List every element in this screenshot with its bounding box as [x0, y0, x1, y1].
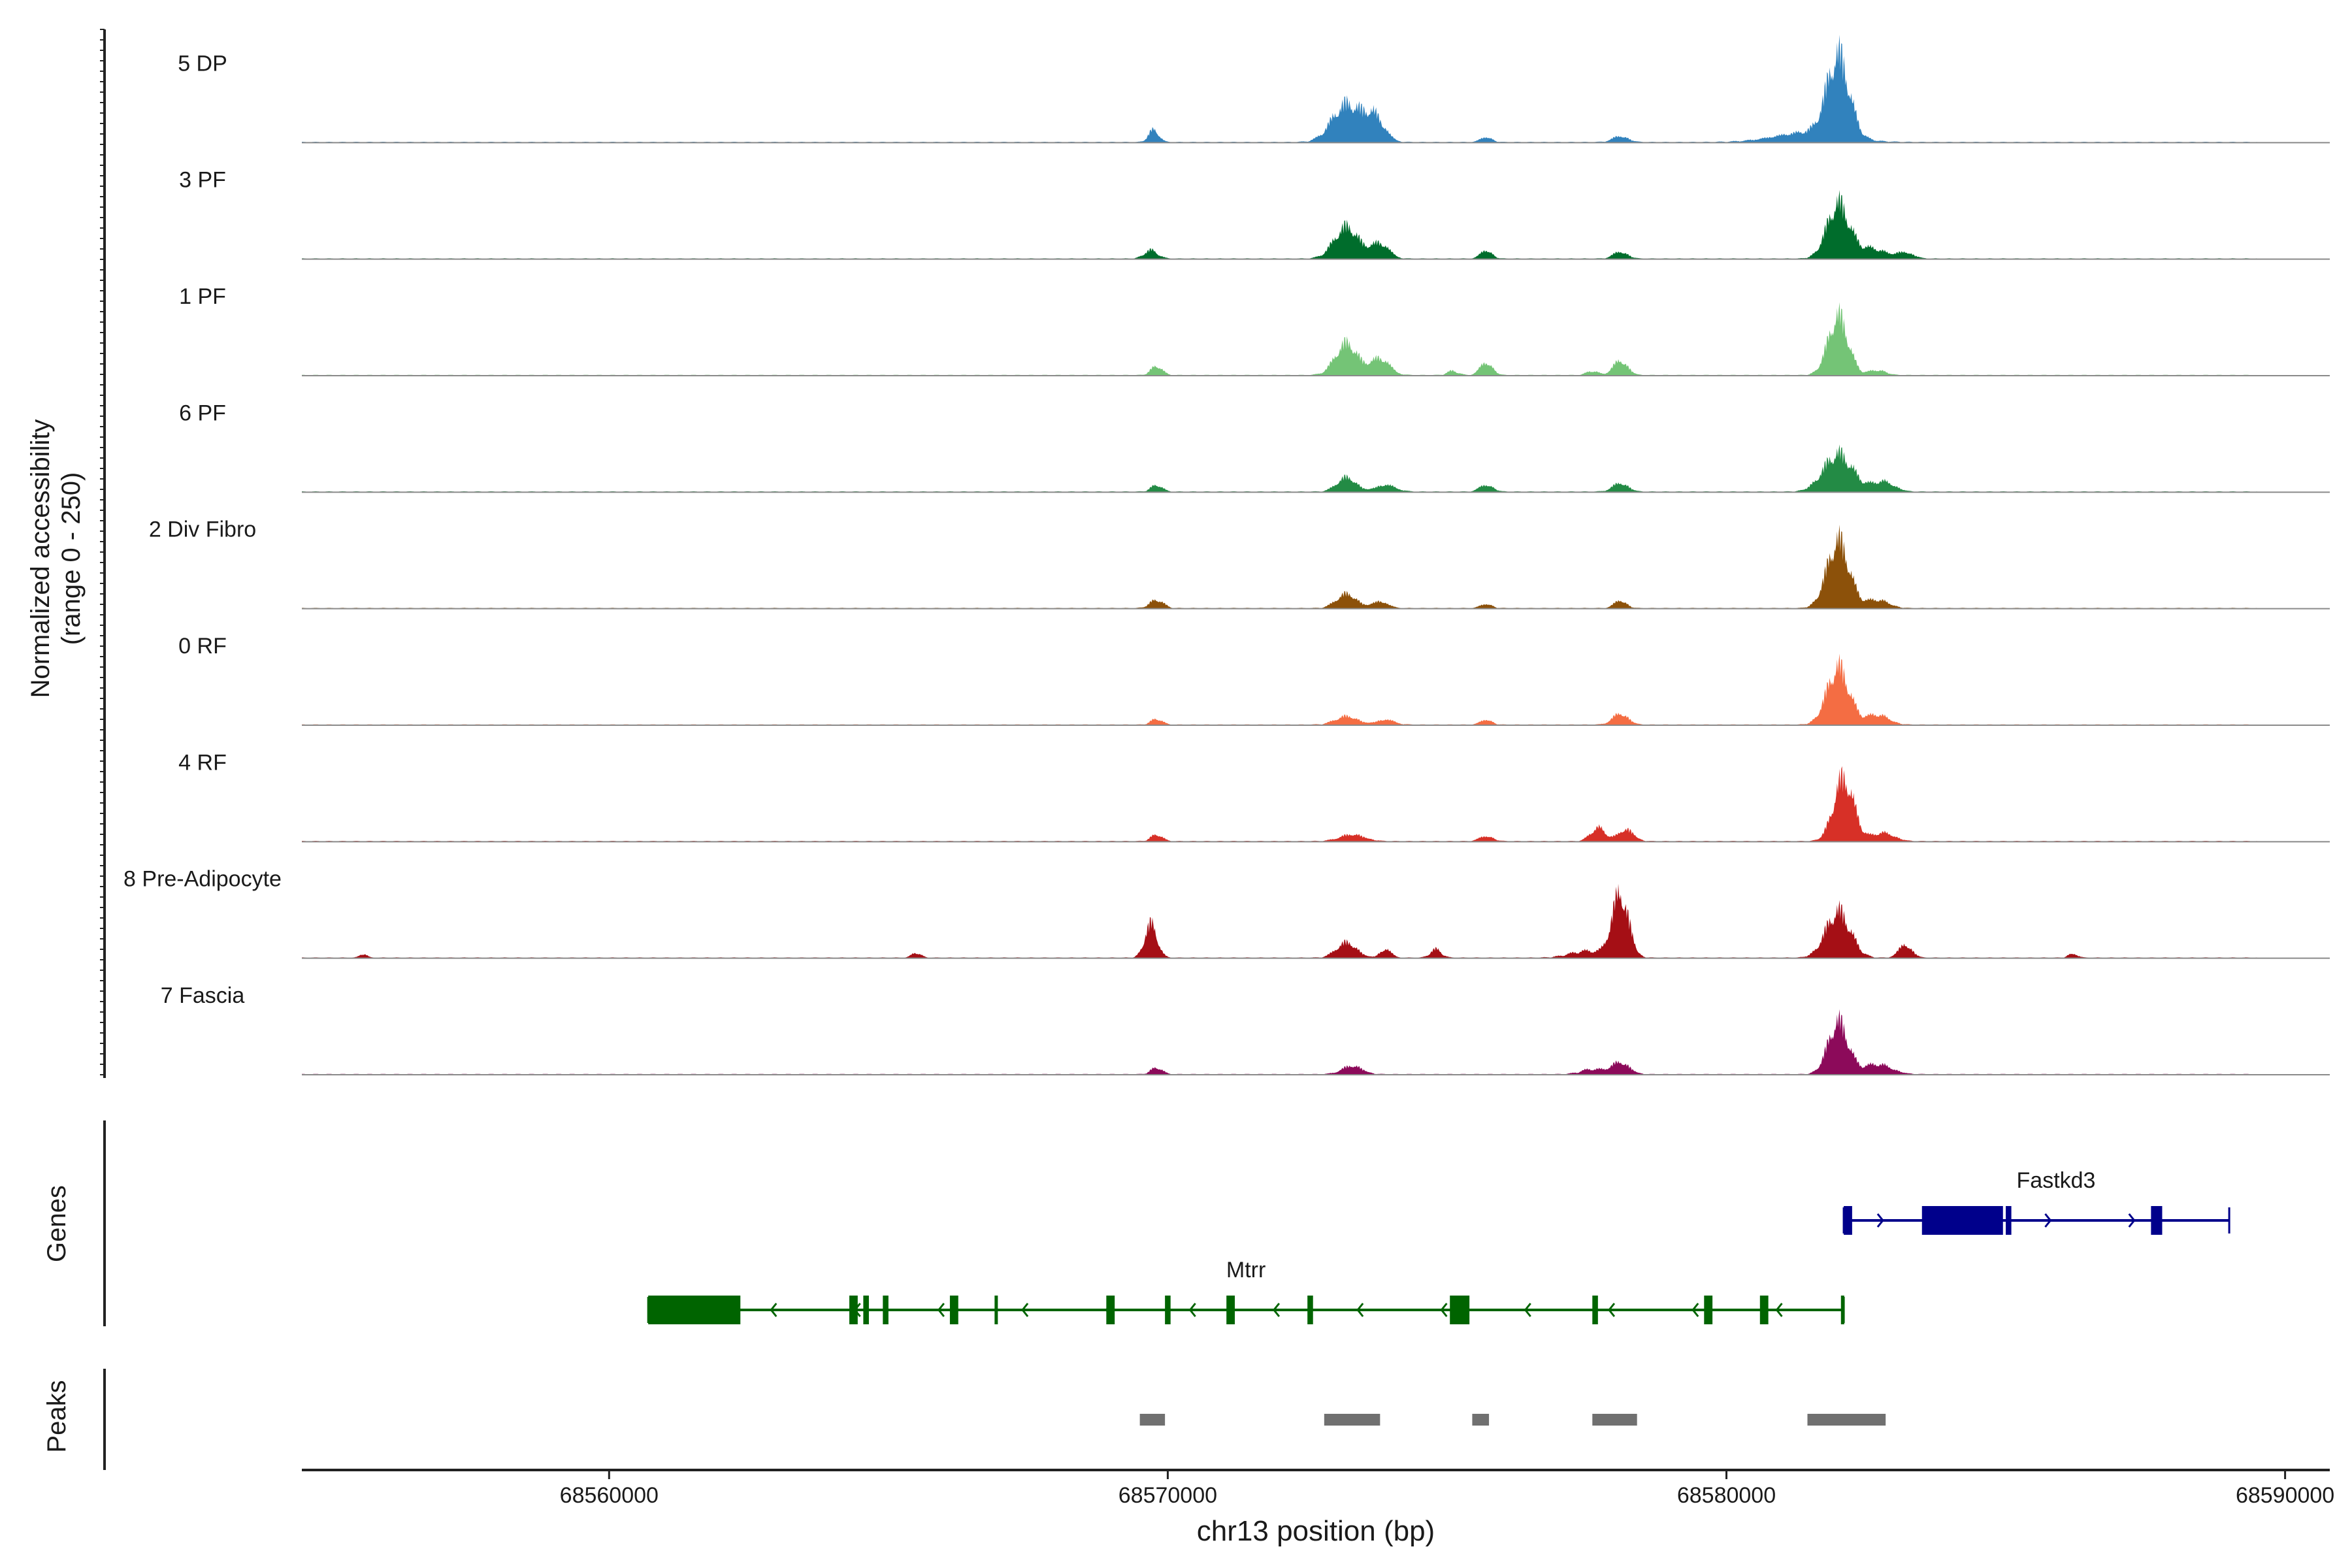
- track-0-rf: 0 RF: [178, 634, 2330, 726]
- gene-name-label: Mtrr: [1226, 1258, 1266, 1282]
- y-axis-label-line2: (range 0 - 250): [57, 472, 86, 645]
- x-tick-label: 68590000: [2236, 1483, 2334, 1508]
- track-2-div-fibro: 2 Div Fibro: [149, 517, 2330, 610]
- gene-exon: [949, 1296, 958, 1324]
- coverage-area: [302, 525, 2257, 609]
- coverage-area: [302, 1009, 2257, 1075]
- gene-exon: [648, 1296, 741, 1324]
- peaks-panel-label: Peaks: [42, 1380, 71, 1452]
- track-7-fascia: 7 Fascia: [161, 983, 2330, 1075]
- x-tick-label: 68570000: [1119, 1483, 1217, 1508]
- gene-mtrr: Mtrr: [647, 1258, 1845, 1324]
- track-3-pf: 3 PF: [179, 168, 2330, 260]
- strand-arrow: [2128, 1213, 2136, 1228]
- coverage-area: [302, 444, 2257, 493]
- x-axis-title: chr13 position (bp): [1197, 1515, 1435, 1547]
- track-6-pf: 6 PF: [179, 400, 2330, 493]
- track-8-pre-adipocyte: 8 Pre-Adipocyte: [123, 867, 2330, 959]
- strand-arrow: [1608, 1303, 1616, 1317]
- track-label: 2 Div Fibro: [149, 517, 256, 542]
- gene-exon: [1226, 1296, 1235, 1324]
- coverage-area: [302, 35, 2257, 143]
- gene-exon: [1704, 1296, 1713, 1324]
- strand-arrow: [1356, 1303, 1364, 1317]
- coverage-area: [302, 883, 2257, 958]
- strand-arrow: [1524, 1303, 1531, 1317]
- track-label: 7 Fascia: [161, 983, 245, 1008]
- gene-exon: [994, 1296, 998, 1324]
- strand-arrow: [1440, 1303, 1448, 1317]
- coverage-area: [302, 189, 2257, 259]
- track-label: 5 DP: [178, 51, 227, 76]
- peak-region: [1139, 1414, 1166, 1426]
- gene-exon: [1307, 1296, 1313, 1324]
- peak-region: [1592, 1414, 1637, 1426]
- coverage-area: [302, 302, 2257, 376]
- strand-arrow: [2044, 1213, 2052, 1228]
- track-label: 4 RF: [178, 750, 227, 775]
- coverage-tracks: 5 DP 3 PF 1 PF 6 PF 2 Div Fibro 0 RF 4 RF 8 Pre…: [100, 29, 2330, 1078]
- track-1-pf: 1 PF: [179, 284, 2330, 376]
- track-label: 6 PF: [179, 400, 226, 425]
- peaks-panel: [103, 1369, 1886, 1470]
- track-label: 3 PF: [179, 168, 226, 193]
- peak-region: [1472, 1414, 1490, 1426]
- strand-arrow: [1775, 1303, 1783, 1317]
- genes-panel-label: Genes: [42, 1185, 71, 1262]
- coverage-area: [302, 766, 2257, 842]
- strand-arrow: [937, 1303, 945, 1317]
- gene-exon: [1840, 1296, 1844, 1324]
- gene-exon: [2006, 1206, 2012, 1235]
- gene-exon: [1759, 1296, 1769, 1324]
- peak-region: [1324, 1414, 1380, 1426]
- x-tick-label: 68560000: [560, 1483, 659, 1508]
- coverage-area: [302, 653, 2257, 725]
- gene-exon: [1165, 1296, 1171, 1324]
- gene-exon: [1921, 1206, 2003, 1235]
- strand-arrow: [1272, 1303, 1281, 1317]
- peak-region: [1807, 1414, 1886, 1426]
- gene-exon: [849, 1296, 858, 1324]
- gene-exon: [1450, 1296, 1470, 1324]
- track-5-dp: 5 DP: [178, 35, 2330, 144]
- gene-exon: [1106, 1296, 1115, 1324]
- genes-panel: Fastkd3 Mtrr: [103, 1120, 2230, 1326]
- y-axis-label-line1: Normalized accessibility: [26, 419, 55, 698]
- gene-exon: [1592, 1296, 1598, 1324]
- gene-name-label: Fastkd3: [2017, 1168, 2096, 1193]
- strand-arrow: [1188, 1303, 1196, 1317]
- gene-fastkd3: Fastkd3: [1842, 1168, 2230, 1235]
- gene-exon: [2151, 1206, 2163, 1235]
- strand-arrow: [1691, 1303, 1699, 1317]
- gene-exon: [1844, 1206, 1852, 1235]
- strand-arrow: [1021, 1303, 1029, 1317]
- strand-arrow: [1876, 1213, 1884, 1228]
- track-label: 1 PF: [179, 284, 226, 309]
- gene-exon: [883, 1296, 889, 1324]
- gene-exon: [863, 1296, 869, 1324]
- track-4-rf: 4 RF: [178, 750, 2330, 843]
- track-label: 8 Pre-Adipocyte: [123, 867, 282, 892]
- x-axis: 68560000 68570000 68580000 68590000: [302, 1469, 2334, 1508]
- track-label: 0 RF: [178, 634, 227, 659]
- strand-arrow: [770, 1303, 777, 1317]
- x-tick-label: 68580000: [1677, 1483, 1776, 1508]
